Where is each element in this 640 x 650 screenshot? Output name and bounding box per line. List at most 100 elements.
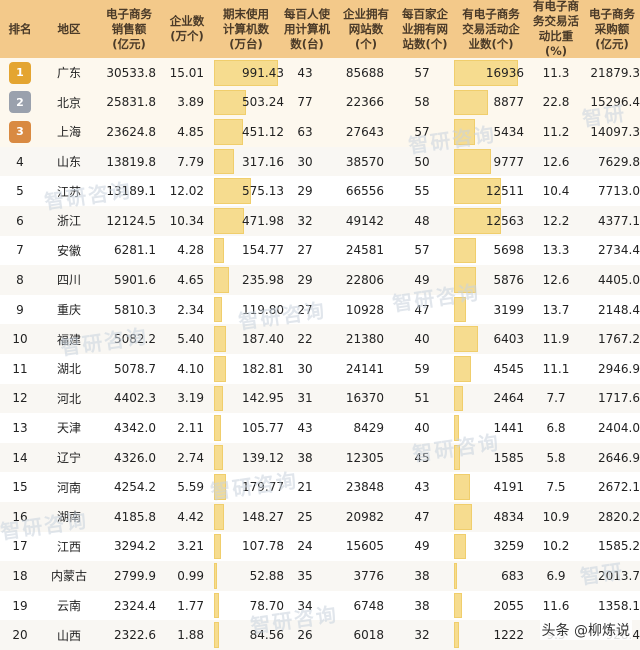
cell-ecommerce-firms: 3259 (493, 539, 524, 554)
cell-firms: 1.77 (177, 598, 204, 613)
cell-purchases: 4405.0 (598, 272, 640, 287)
cell-sites-per100: 40 (414, 332, 430, 347)
cell-rank: 17 (12, 539, 28, 554)
cell-computers: 78.70 (249, 598, 284, 613)
cell-rank: 11 (12, 361, 28, 376)
cell-computers: 187.40 (242, 332, 284, 347)
cell-computers: 154.77 (242, 243, 284, 258)
cell-region: 辽宁 (56, 451, 81, 466)
cell-firms: 2.34 (177, 302, 204, 317)
cell-ecommerce-firms: 4191 (493, 480, 524, 495)
cell-region: 山西 (56, 628, 81, 643)
computers-data-bar (214, 208, 245, 234)
header-ecommerce-firms: 有电子商务 交易活动企 业数(个) (462, 6, 520, 51)
cell-websites: 8429 (353, 420, 384, 435)
cell-ecommerce-firms: 1222 (493, 628, 524, 643)
cell-rank: 8 (16, 272, 24, 287)
ecommerce-data-bar (454, 296, 467, 323)
cell-sites-per100: 47 (414, 302, 430, 317)
ecommerce-data-bar (454, 60, 518, 86)
cell-firms: 3.89 (177, 95, 204, 110)
rank-medal-cell: 3 (0, 117, 40, 147)
table-row: 10 福建 5082.2 5.40 187.40 22 21380 40 6403 11.9 176… (0, 324, 640, 354)
cell-sales: 25831.8 (106, 95, 156, 110)
cell-region: 云南 (56, 599, 81, 614)
computers-data-bar (214, 237, 224, 264)
cell-websites: 6748 (353, 598, 384, 613)
ecommerce-data-bar (454, 178, 502, 204)
cell-computers: 148.27 (242, 509, 284, 524)
cell-purchases: 2820.2 (598, 509, 640, 524)
ecommerce-data-bar (454, 504, 473, 530)
table-row: 13 天津 4342.0 2.11 105.77 43 8429 40 1441 6.8 2404.… (0, 413, 640, 443)
cell-sites-per100: 40 (414, 420, 430, 435)
cell-ecommerce-firms: 3199 (493, 302, 524, 317)
cell-ecommerce-ratio: 11.2 (542, 124, 570, 139)
cell-sales: 5901.6 (114, 272, 156, 287)
rank-medal-cell: 2 (0, 88, 40, 118)
cell-websites: 3776 (353, 568, 384, 583)
cell-ecommerce-ratio: 12.6 (542, 154, 570, 169)
cell-region: 重庆 (56, 303, 81, 318)
ecommerce-data-bar (454, 592, 462, 619)
table-row: 18 内蒙古 2799.9 0.99 52.88 35 3776 38 683 6.9 2013.7 (0, 561, 640, 591)
cell-region: 内蒙古 (50, 569, 87, 584)
cell-sites-per100: 49 (414, 539, 430, 554)
table-row: 17 江西 3294.2 3.21 107.78 24 15605 49 3259 10.2 158… (0, 531, 640, 562)
silver-medal-icon: 2 (9, 91, 31, 114)
cell-per100: 32 (297, 213, 313, 228)
cell-region: 北京 (56, 95, 81, 110)
cell-per100: 30 (297, 361, 313, 376)
cell-sales: 5078.7 (114, 361, 156, 376)
cell-websites: 21380 (345, 332, 384, 347)
computers-data-bar (214, 267, 230, 293)
cell-ecommerce-firms: 5698 (493, 243, 524, 258)
cell-ecommerce-firms: 9777 (493, 154, 524, 169)
cell-ecommerce-firms: 16936 (485, 65, 524, 80)
cell-rank: 4 (16, 154, 24, 169)
cell-sales: 30533.8 (106, 65, 156, 80)
cell-ecommerce-ratio: 12.2 (542, 213, 570, 228)
cell-per100: 27 (297, 243, 313, 258)
ecommerce-data-bar (454, 622, 459, 648)
rank-medal-cell: 1 (0, 58, 40, 88)
cell-sales: 4342.0 (114, 420, 156, 435)
cell-ecommerce-firms: 1585 (493, 450, 524, 465)
cell-ecommerce-ratio: 6.9 (546, 568, 566, 583)
cell-ecommerce-firms: 683 (501, 568, 524, 583)
cell-sites-per100: 43 (414, 480, 430, 495)
cell-websites: 49142 (345, 213, 384, 228)
computers-data-bar (214, 504, 224, 530)
cell-sites-per100: 50 (414, 154, 430, 169)
cell-websites: 24581 (345, 243, 384, 258)
cell-ecommerce-ratio: 5.8 (546, 450, 566, 465)
computers-data-bar (214, 356, 226, 382)
cell-purchases: 1717.6 (598, 391, 640, 406)
cell-computers: 105.77 (242, 420, 284, 435)
cell-region: 广东 (56, 66, 81, 81)
cell-region: 安徽 (56, 243, 81, 258)
cell-rank: 7 (16, 243, 24, 258)
cell-ecommerce-firms: 12563 (485, 213, 524, 228)
cell-firms: 0.99 (177, 568, 204, 583)
cell-firms: 12.02 (169, 184, 204, 199)
ecommerce-data-bar (454, 533, 467, 560)
cell-region: 浙江 (56, 214, 81, 229)
cell-rank: 15 (12, 480, 28, 495)
cell-sales: 5810.3 (114, 302, 156, 317)
cell-per100: 38 (297, 450, 313, 465)
cell-sites-per100: 57 (414, 65, 430, 80)
ecommerce-data-bar (454, 474, 470, 500)
cell-purchases: 7629.8 (598, 154, 640, 169)
cell-computers: 182.81 (242, 361, 284, 376)
table-row: 11 湖北 5078.7 4.10 182.81 30 24141 59 4545 11.1 294… (0, 354, 640, 384)
cell-sales: 13189.1 (106, 184, 156, 199)
cell-rank: 12 (12, 391, 28, 406)
cell-sales: 4185.8 (114, 509, 156, 524)
cell-per100: 24 (297, 539, 313, 554)
cell-firms: 2.11 (177, 420, 204, 435)
cell-websites: 22806 (345, 272, 384, 287)
cell-ecommerce-ratio: 7.7 (546, 391, 566, 406)
cell-sites-per100: 45 (414, 450, 430, 465)
